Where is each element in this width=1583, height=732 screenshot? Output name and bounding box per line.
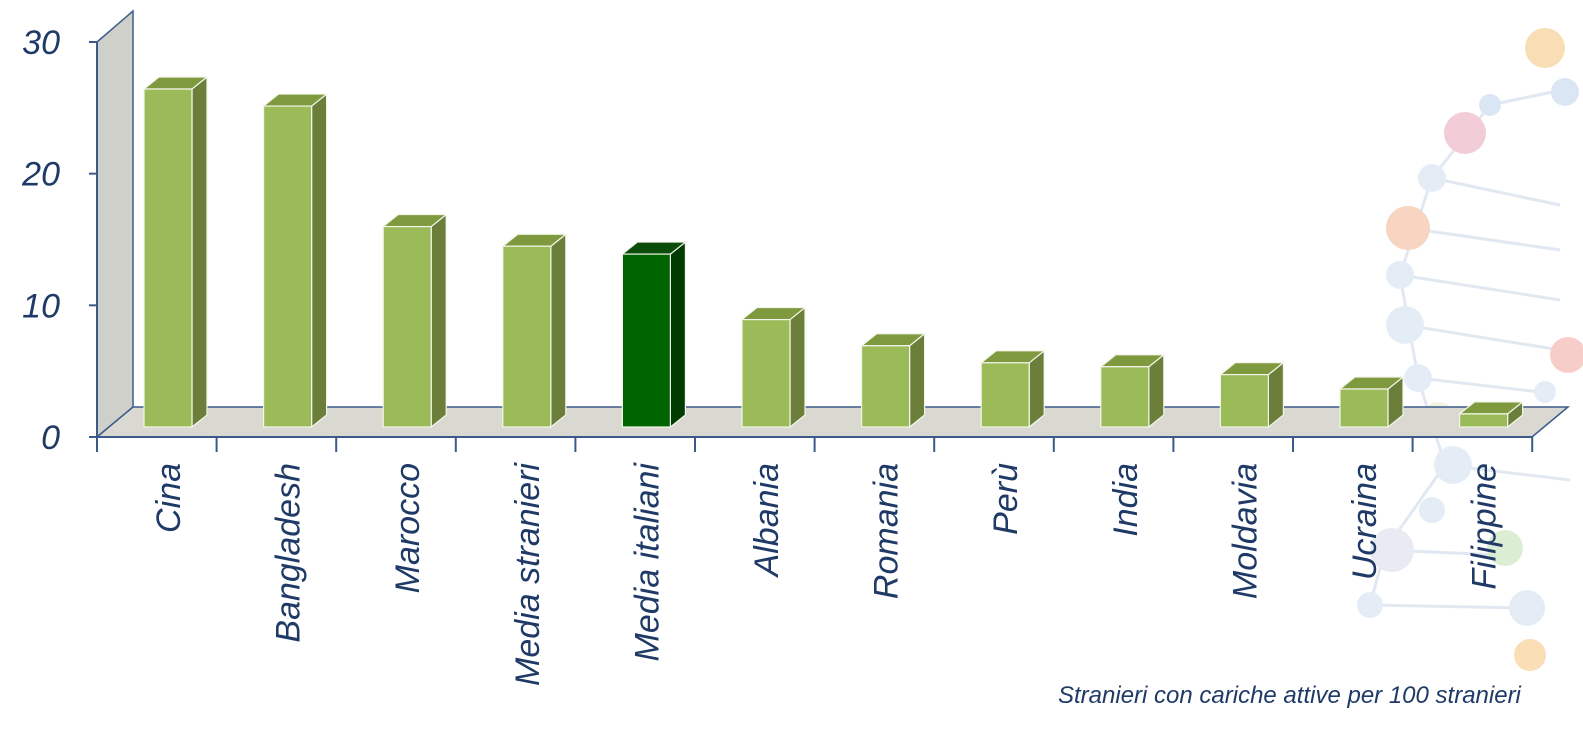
x-tick-label: Romania bbox=[868, 463, 906, 599]
bar-cina bbox=[142, 75, 209, 429]
bar-front bbox=[1458, 413, 1509, 428]
x-tick-label: Bangladesh bbox=[270, 463, 308, 643]
bar-ucraina bbox=[1338, 375, 1405, 429]
bar-media-italiani bbox=[620, 240, 688, 429]
bar-moldavia bbox=[1218, 361, 1286, 429]
y-axis-tick-labels: 0 10 20 30 bbox=[21, 24, 60, 457]
axes bbox=[89, 41, 1534, 452]
chart-back-wall bbox=[96, 9, 134, 439]
bar-front bbox=[1100, 366, 1150, 428]
bars bbox=[142, 75, 1525, 429]
bar-media-stranieri bbox=[501, 232, 568, 429]
bar-front bbox=[502, 245, 552, 428]
bar-front bbox=[382, 225, 432, 428]
bar-india bbox=[1099, 353, 1166, 429]
bar-bangladesh bbox=[261, 92, 329, 429]
x-tick-label: Ucraina bbox=[1346, 463, 1384, 580]
bar-front bbox=[860, 345, 911, 428]
bar-front bbox=[1219, 374, 1270, 428]
y-tick-label: 20 bbox=[21, 156, 60, 194]
x-tick-label: Marocco bbox=[389, 463, 427, 593]
x-tick-label: Moldavia bbox=[1226, 463, 1264, 599]
bar-side bbox=[191, 75, 208, 429]
x-tick-label: Media italiani bbox=[628, 462, 666, 662]
x-tick-label: Filippine bbox=[1466, 463, 1504, 590]
bar-romania bbox=[859, 332, 927, 429]
bar-side bbox=[908, 332, 926, 429]
y-tick-label: 30 bbox=[22, 24, 60, 62]
x-axis-tick-labels: Cina Bangladesh Marocco Media stranieri Medi… bbox=[150, 462, 1504, 686]
x-tick-label: Albania bbox=[748, 463, 786, 578]
bar-side bbox=[311, 92, 328, 429]
bar-front bbox=[263, 105, 313, 428]
x-tick-label: India bbox=[1107, 463, 1145, 537]
chart-annotation: Stranieri con cariche attive per 100 str… bbox=[1058, 682, 1522, 709]
bar-marocco bbox=[381, 213, 448, 429]
bar-front bbox=[980, 362, 1030, 428]
bar-albania bbox=[740, 306, 807, 429]
bar-side bbox=[789, 306, 806, 429]
bar-side bbox=[1028, 349, 1045, 429]
bar-front bbox=[143, 88, 193, 428]
x-tick-label: Perù bbox=[987, 463, 1025, 535]
bar-filippine bbox=[1457, 400, 1525, 429]
x-tick-label: Cina bbox=[150, 463, 188, 533]
bar-side bbox=[430, 213, 447, 429]
bar-front bbox=[741, 318, 791, 428]
y-tick-label: 0 bbox=[41, 419, 60, 457]
bar-perù bbox=[979, 349, 1046, 429]
bar-front bbox=[621, 253, 672, 428]
bar-side bbox=[669, 240, 687, 429]
bar-side bbox=[550, 232, 567, 429]
bar-front bbox=[1339, 388, 1389, 428]
y-tick-label: 10 bbox=[22, 287, 60, 325]
x-tick-label: Media stranieri bbox=[509, 462, 547, 686]
